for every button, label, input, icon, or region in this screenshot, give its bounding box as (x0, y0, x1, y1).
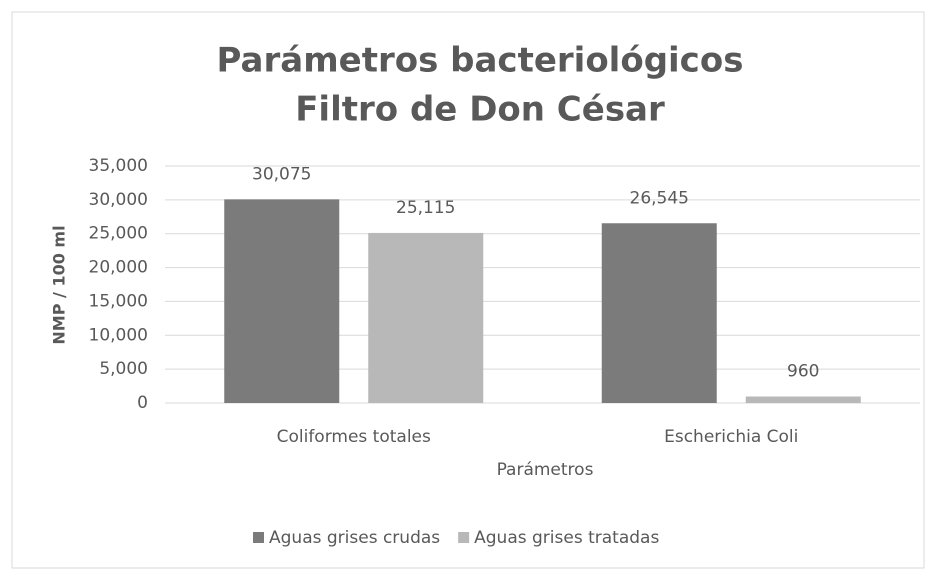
x-axis-label: Parámetros (497, 460, 594, 480)
y-tick-label: 0 (137, 393, 148, 413)
chart-title: Parámetros bacteriológicos (217, 41, 744, 81)
legend-label: Aguas grises tratadas (474, 528, 659, 548)
y-tick-label: 35,000 (89, 156, 148, 176)
chart-title: Filtro de Don César (295, 90, 665, 130)
y-axis-label: NMP / 100 ml (50, 225, 69, 344)
legend-swatch (458, 532, 470, 543)
x-tick-label: Escherichia Coli (664, 427, 798, 447)
y-tick-label: 15,000 (89, 291, 148, 311)
x-tick-label: Coliformes totales (277, 427, 431, 447)
data-label: 30,075 (252, 164, 311, 184)
bar (745, 396, 861, 403)
bar (368, 232, 484, 403)
bar (224, 199, 340, 403)
data-label: 960 (787, 361, 819, 381)
y-tick-label: 30,000 (89, 190, 148, 210)
legend-label: Aguas grises crudas (269, 528, 440, 548)
y-tick-label: 10,000 (89, 325, 148, 345)
data-label: 25,115 (396, 198, 455, 218)
legend-swatch (253, 532, 264, 543)
data-label: 26,545 (630, 188, 689, 208)
bar (601, 223, 717, 403)
y-tick-label: 20,000 (89, 258, 148, 278)
y-tick-label: 25,000 (89, 224, 148, 244)
y-tick-label: 5,000 (99, 359, 148, 379)
